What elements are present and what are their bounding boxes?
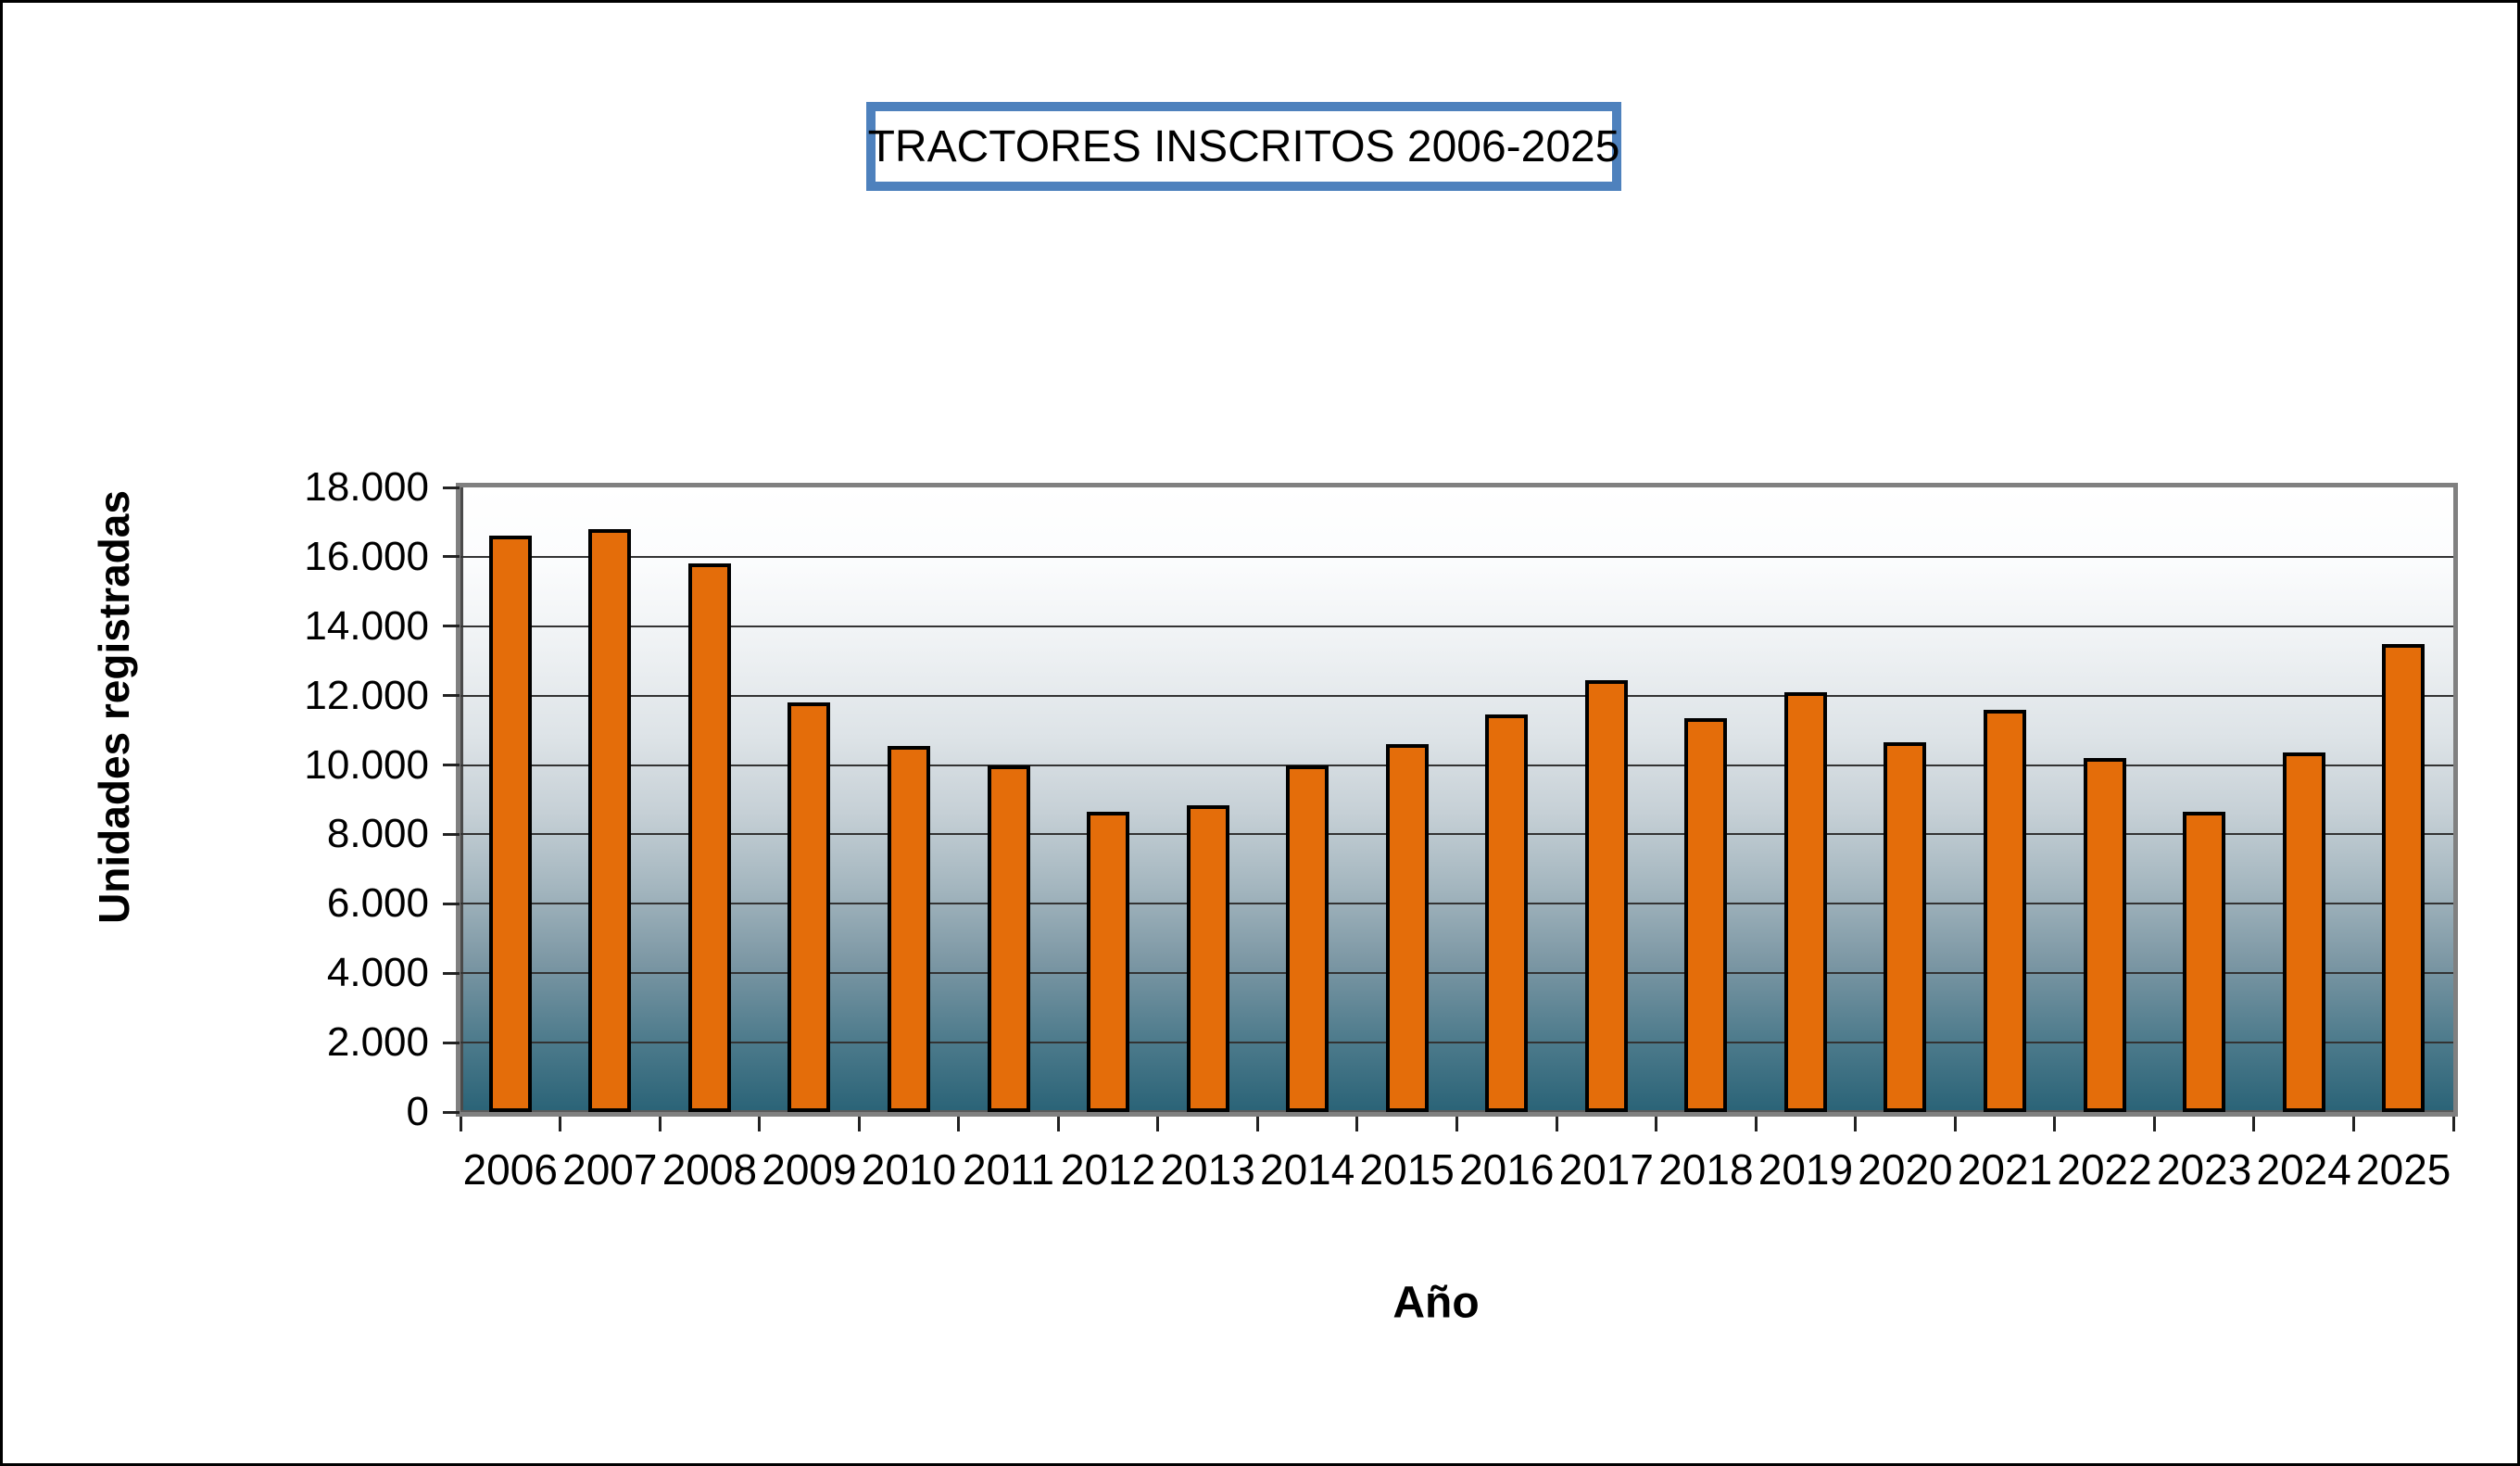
bar-2013 (1186, 804, 1229, 1112)
x-tick-mark-0 (459, 1117, 462, 1131)
x-tick-label-2017: 2017 (1558, 1145, 1654, 1194)
chart-title: TRACTORES INSCRITOS 2006-2025 (867, 121, 1620, 171)
y-axis-line (460, 487, 463, 1112)
x-tick-label-2022: 2022 (2057, 1145, 2152, 1194)
x-tick-label-2018: 2018 (1658, 1145, 1754, 1194)
x-axis-line (460, 1110, 2453, 1112)
x-tick-label-2008: 2008 (662, 1145, 758, 1194)
x-tick-mark-3 (758, 1117, 762, 1131)
bar-2008 (687, 563, 731, 1112)
bar-2024 (2282, 752, 2325, 1112)
bar-2021 (1984, 709, 2027, 1112)
x-tick-mark-12 (1655, 1117, 1658, 1131)
bar-2022 (2083, 758, 2126, 1112)
x-tick-label-2007: 2007 (562, 1145, 658, 1194)
y-tick-mark-12000 (443, 694, 460, 698)
y-tick-mark-18000 (443, 486, 460, 489)
x-tick-label-2020: 2020 (1858, 1145, 1953, 1194)
y-tick-label-16000: 16.000 (304, 533, 429, 579)
x-tick-mark-18 (2252, 1117, 2256, 1131)
x-tick-label-2006: 2006 (462, 1145, 558, 1194)
x-tick-mark-10 (1455, 1117, 1458, 1131)
bar-2025 (2382, 643, 2426, 1112)
gridline-4000 (460, 972, 2453, 975)
bar-2009 (788, 702, 831, 1112)
y-tick-mark-8000 (443, 832, 460, 836)
x-tick-mark-7 (1156, 1117, 1160, 1131)
x-axis-title: Año (1392, 1278, 1480, 1328)
x-tick-mark-1 (559, 1117, 562, 1131)
bar-2023 (2183, 812, 2226, 1112)
bar-2015 (1385, 744, 1429, 1112)
y-tick-mark-0 (443, 1110, 460, 1114)
bar-2019 (1783, 691, 1827, 1112)
x-tick-label-2011: 2011 (963, 1145, 1054, 1194)
y-tick-label-12000: 12.000 (304, 672, 429, 718)
y-tick-label-14000: 14.000 (304, 602, 429, 649)
x-tick-label-2012: 2012 (1060, 1145, 1156, 1194)
y-tick-label-4000: 4.000 (326, 950, 429, 996)
gridline-14000 (460, 625, 2453, 627)
x-tick-label-2024: 2024 (2256, 1145, 2351, 1194)
x-tick-label-2019: 2019 (1758, 1145, 1854, 1194)
x-tick-mark-5 (957, 1117, 961, 1131)
x-tick-mark-2 (658, 1117, 662, 1131)
bar-2014 (1286, 765, 1329, 1112)
bar-2012 (1087, 812, 1130, 1112)
gridline-16000 (460, 555, 2453, 558)
plot-area (456, 483, 2458, 1117)
gridline-8000 (460, 833, 2453, 836)
y-tick-mark-2000 (443, 1041, 460, 1044)
x-tick-label-2015: 2015 (1359, 1145, 1455, 1194)
y-tick-label-10000: 10.000 (304, 741, 429, 788)
y-tick-label-18000: 18.000 (304, 464, 429, 510)
y-tick-label-8000: 8.000 (326, 811, 429, 857)
y-axis-title: Unidades registradas (90, 490, 138, 924)
y-tick-mark-4000 (443, 971, 460, 975)
y-tick-mark-10000 (443, 764, 460, 767)
gridline-2000 (460, 1042, 2453, 1044)
chart-title-box: TRACTORES INSCRITOS 2006-2025 (866, 102, 1621, 191)
x-tick-label-2016: 2016 (1459, 1145, 1555, 1194)
x-tick-mark-15 (1953, 1117, 1957, 1131)
bar-2017 (1584, 679, 1628, 1112)
x-tick-label-2021: 2021 (1957, 1145, 2053, 1194)
bar-2007 (588, 528, 632, 1112)
bar-2020 (1884, 742, 1927, 1112)
gridline-6000 (460, 903, 2453, 905)
bar-2011 (987, 765, 1030, 1112)
x-tick-mark-13 (1754, 1117, 1758, 1131)
x-tick-mark-6 (1056, 1117, 1060, 1131)
gridline-10000 (460, 764, 2453, 766)
x-tick-mark-16 (2053, 1117, 2057, 1131)
gridline-12000 (460, 694, 2453, 697)
x-tick-mark-19 (2351, 1117, 2355, 1131)
x-tick-mark-20 (2451, 1117, 2455, 1131)
bar-2010 (887, 745, 930, 1112)
x-tick-label-2023: 2023 (2156, 1145, 2252, 1194)
bar-2016 (1485, 714, 1529, 1112)
x-tick-mark-8 (1255, 1117, 1259, 1131)
y-tick-mark-14000 (443, 625, 460, 628)
x-tick-label-2009: 2009 (762, 1145, 857, 1194)
x-tick-mark-11 (1555, 1117, 1558, 1131)
x-tick-mark-14 (1854, 1117, 1858, 1131)
x-tick-mark-17 (2152, 1117, 2156, 1131)
x-tick-label-2013: 2013 (1160, 1145, 1255, 1194)
y-tick-mark-16000 (443, 555, 460, 559)
x-tick-label-2025: 2025 (2356, 1145, 2451, 1194)
x-tick-label-2014: 2014 (1260, 1145, 1355, 1194)
y-tick-mark-6000 (443, 902, 460, 905)
y-tick-label-2000: 2.000 (326, 1019, 429, 1066)
y-tick-label-0: 0 (406, 1089, 429, 1134)
bar-2018 (1684, 718, 1728, 1112)
x-tick-mark-9 (1355, 1117, 1359, 1131)
bar-2006 (488, 536, 532, 1112)
y-tick-label-6000: 6.000 (326, 880, 429, 927)
x-tick-label-2010: 2010 (861, 1145, 957, 1194)
x-tick-mark-4 (857, 1117, 861, 1131)
